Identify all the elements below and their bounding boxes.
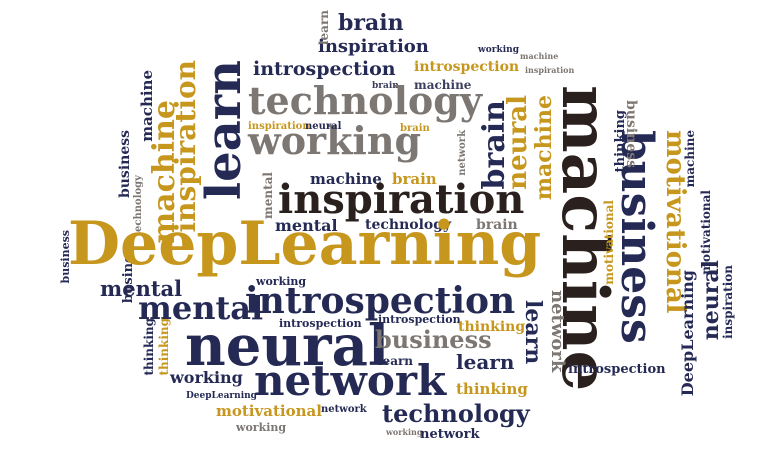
word-network-bottom: network [420, 427, 480, 442]
word-introspection-1: introspection [253, 58, 396, 80]
word-introspection-small-lower: introspection [279, 317, 362, 330]
word-deeplearning-vertical-right: DeepLearning [678, 270, 697, 397]
word-mental-left-2: mental [138, 289, 264, 327]
word-introspection-small-lower-2: introspection [378, 313, 461, 326]
word-introspection-lower-right: introspection [568, 362, 666, 377]
word-working-small-top: working [478, 45, 519, 55]
word-neural-small-mid: neural [305, 121, 342, 132]
word-deeplearning-small-lower: DeepLearning [186, 391, 257, 401]
word-brain-small-top: brain [372, 81, 399, 91]
word-learn-top-vertical: learn [317, 10, 331, 46]
word-brain-mid: brain [392, 170, 437, 188]
word-thinking-lower-2: thinking [456, 380, 528, 398]
word-inspiration-small-top: inspiration [525, 65, 575, 75]
word-network-small-vertical: network [457, 130, 468, 176]
word-brain-top: brain [338, 10, 404, 36]
word-machine-small-top: machine [520, 51, 559, 61]
word-brain-gray-mid: brain [476, 217, 518, 233]
word-business-vertical-right: business [623, 100, 639, 169]
word-thinking-lower: thinking [458, 319, 526, 335]
word-technology-mid: technology [365, 217, 452, 233]
word-working-large: working [248, 118, 422, 163]
word-inspiration-small-mid: inspiration [248, 121, 310, 132]
word-technology-large: technology [248, 78, 482, 123]
word-network-vertical-right: network [547, 290, 568, 373]
word-thinking-vertical-left-2: thinking [157, 318, 171, 376]
word-inspiration-vertical-far-right: inspiration [721, 265, 735, 339]
word-thinking-vertical-left: thinking [142, 318, 156, 376]
word-learn-huge: learn [196, 60, 252, 201]
word-inspiration-large: inspiration [278, 176, 525, 223]
word-introspection-2: introspection [414, 59, 520, 75]
word-mental-left-1: mental [100, 276, 183, 301]
word-machine-small-2: machine [414, 78, 472, 92]
word-neural-large: neural [185, 313, 390, 379]
word-working-bottom: working [236, 421, 287, 434]
word-network-small-bottom: network [321, 404, 367, 415]
word-business-left-vertical: business [117, 130, 133, 199]
word-machine-vertical-right-small: machine [683, 130, 697, 188]
word-motivational-vertical: motivational [660, 130, 690, 314]
word-working-bottom-small: working [386, 427, 423, 437]
word-machine-huge-vertical: machine [547, 85, 622, 392]
word-motivational-bottom: motivational [216, 402, 322, 420]
word-working-lower: working [170, 368, 243, 387]
word-learn-small-lower: learn [378, 354, 414, 368]
word-motivational-vertical-right: motivational [602, 200, 616, 285]
word-inspiration-top: inspiration [318, 36, 429, 57]
word-business-lower: business [375, 325, 492, 354]
word-thinking-vertical-right: thinking [613, 110, 628, 173]
word-deeplearning-huge: DeepLearning [68, 209, 542, 279]
word-machine-mid: machine [310, 170, 382, 188]
word-network-large: network [254, 356, 447, 405]
word-motivational-vertical-far-right: motivational [699, 190, 713, 275]
word-learn-vertical-right: learn [520, 300, 546, 365]
word-mental-mid: mental [275, 216, 338, 235]
word-learn-lower: learn [456, 350, 515, 374]
word-business-large-vertical: business [611, 130, 662, 344]
word-working-small-left: working [256, 275, 307, 288]
word-introspection-large: introspection [245, 280, 516, 322]
word-technology-bottom: technology [382, 399, 530, 428]
word-brain-small-mid: brain [400, 123, 430, 134]
